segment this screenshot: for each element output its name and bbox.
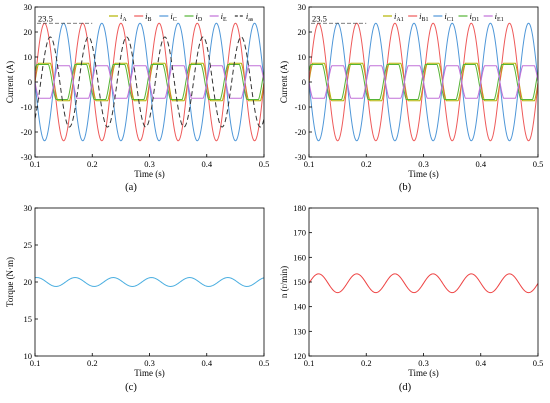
y-tick-label: -10 <box>295 102 306 112</box>
legend-entry: iE1 <box>495 11 504 23</box>
series-group <box>309 273 538 294</box>
panel-label: (c) <box>125 382 137 393</box>
x-tick-label: 0.4 <box>475 358 486 368</box>
y-tick-label: 130 <box>293 326 306 336</box>
y-axis-title: n (r/min) <box>279 266 289 298</box>
y-tick-label: 160 <box>293 252 306 262</box>
y-tick-label: 20 <box>24 27 33 37</box>
x-axis-title: Time (s) <box>408 169 438 179</box>
series-line-iD1 <box>309 64 538 100</box>
y-tick-label: 10 <box>24 52 33 62</box>
x-tick-label: 0.5 <box>533 358 544 368</box>
chart-panel-2: 0.1 0.2 0.3 0.4 0.5 -30 -20 -10 0 10 20 30 Time (s) C… <box>279 2 543 193</box>
x-tick-label: 0.1 <box>304 159 315 169</box>
x-tick-label: 0.4 <box>201 159 212 169</box>
x-tick-label: 0.4 <box>475 159 486 169</box>
y-tick-label: 30 <box>24 203 33 213</box>
chart-panel-3: 0.1 0.2 0.3 0.4 0.5 10 15 20 25 30 Time (s) Torque … <box>5 203 269 393</box>
y-tick-label: 30 <box>298 2 307 12</box>
x-tick-label: 0.3 <box>144 159 155 169</box>
x-tick-label: 0.1 <box>304 358 315 368</box>
legend-entry: iD1 <box>470 11 480 23</box>
y-tick-label: -30 <box>21 152 32 162</box>
x-tick-label: 0.2 <box>361 358 372 368</box>
series-group <box>35 277 264 287</box>
series-group <box>35 22 264 142</box>
y-tick-label: -20 <box>21 127 32 137</box>
y-axis-title: Torque (N·m) <box>5 257 15 307</box>
annotation-label: 23.5 <box>38 13 53 23</box>
x-tick-label: 0.1 <box>30 358 41 368</box>
y-tick-label: -10 <box>21 102 32 112</box>
x-tick-label: 0.5 <box>259 159 270 169</box>
legend-entry: iA1 <box>394 11 404 23</box>
y-tick-label: -30 <box>295 152 306 162</box>
x-axis-title: Time (s) <box>134 368 164 378</box>
legend-entry: iB1 <box>419 11 428 23</box>
x-tick-label: 0.4 <box>201 358 212 368</box>
legend: iA iB iC iD iE ias <box>109 11 254 23</box>
x-axis-title: Time (s) <box>134 169 164 179</box>
x-tick-label: 0.2 <box>87 358 98 368</box>
series-line-1 <box>309 273 538 294</box>
x-tick-label: 0.3 <box>418 358 429 368</box>
y-tick-label: 180 <box>293 203 306 213</box>
chart-panel-4: 0.1 0.2 0.3 0.4 0.5 120 130 140 150 160 170 180 Time… <box>279 203 543 393</box>
chart-panel-1: 0.1 0.2 0.3 0.4 0.5 -30 -20 -10 0 10 20 30 Time (s) C… <box>5 2 269 193</box>
y-tick-label: 140 <box>293 302 306 312</box>
series-line-ias <box>35 36 264 128</box>
series-line-iE1 <box>309 65 538 99</box>
y-axis-title: Current (A) <box>5 61 15 103</box>
annotation-label: 23.5 <box>312 13 327 23</box>
x-axis-title: Time (s) <box>408 368 438 378</box>
y-tick-label: 10 <box>298 52 307 62</box>
x-tick-label: 0.5 <box>259 358 270 368</box>
x-tick-label: 0.2 <box>87 159 98 169</box>
plot-frame <box>308 207 539 357</box>
legend-entry: iA <box>120 11 127 23</box>
series-group <box>309 22 538 142</box>
y-tick-label: 0 <box>28 77 32 87</box>
panel-label: (b) <box>399 182 412 193</box>
y-tick-label: 15 <box>24 314 33 324</box>
y-tick-label: 25 <box>24 240 33 250</box>
panel-label: (d) <box>399 382 412 393</box>
y-tick-label: 170 <box>293 228 306 238</box>
y-tick-label: 0 <box>302 77 306 87</box>
y-tick-label: -20 <box>295 127 306 137</box>
x-tick-label: 0.5 <box>533 159 544 169</box>
series-line-1 <box>35 277 264 287</box>
series-line-iD <box>35 64 264 100</box>
x-tick-label: 0.3 <box>144 358 155 368</box>
y-tick-label: 10 <box>24 351 33 361</box>
x-tick-label: 0.3 <box>418 159 429 169</box>
legend-entry: iD <box>196 11 203 23</box>
x-tick-label: 0.1 <box>30 159 41 169</box>
legend-entry: iC1 <box>444 11 453 23</box>
x-tick-label: 0.2 <box>361 159 372 169</box>
y-tick-label: 30 <box>24 2 33 12</box>
y-tick-label: 20 <box>24 277 33 287</box>
panel-label: (a) <box>125 182 137 193</box>
y-tick-label: 150 <box>293 277 306 287</box>
plot-frame <box>34 207 265 357</box>
legend-entry: iE <box>221 11 227 23</box>
legend: iA1 iB1 iC1 iD1 iE1 <box>383 11 504 23</box>
legend-entry: ias <box>246 11 254 23</box>
legend-entry: iC <box>170 11 176 23</box>
y-tick-label: 120 <box>293 351 306 361</box>
series-line-iE <box>35 65 264 99</box>
y-tick-label: 20 <box>298 27 307 37</box>
y-axis-title: Current (A) <box>279 61 289 103</box>
legend-entry: iB <box>145 11 151 23</box>
